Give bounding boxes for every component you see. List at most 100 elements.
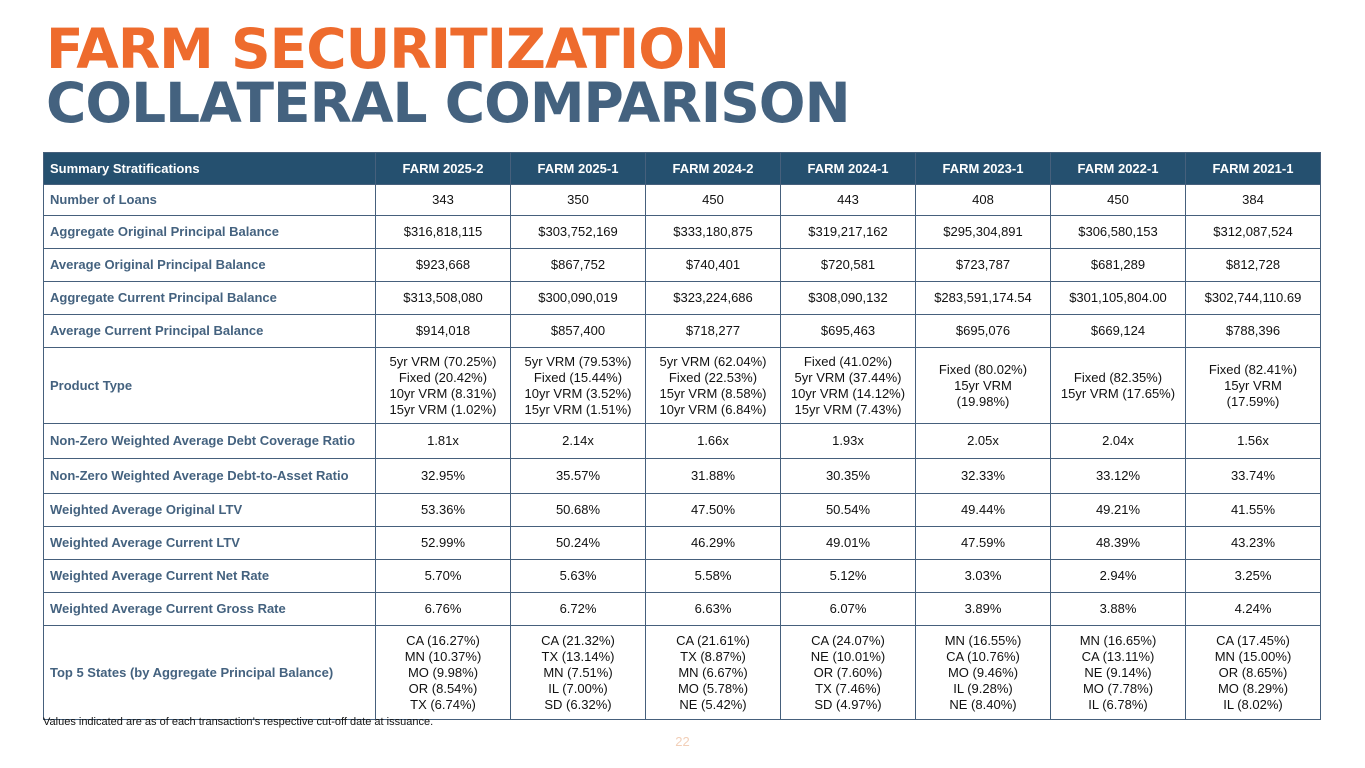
cell-line: MO (9.46%) — [947, 664, 1019, 680]
cell-line: IL (6.78%) — [1088, 696, 1148, 712]
cell-line: NE (9.14%) — [1084, 664, 1152, 680]
row-label: Number of Loans — [43, 184, 376, 216]
cell-line: NE (10.01%) — [810, 648, 886, 664]
table-row: Weighted Average Current Gross Rate 6.76%… — [43, 592, 1321, 626]
table-cell: $681,289 — [1050, 248, 1186, 282]
cell-line: Fixed (15.44%) — [533, 369, 623, 385]
table-cell: 450 — [1050, 184, 1186, 216]
header-cell: FARM 2024-2 — [645, 152, 781, 185]
row-label: Product Type — [43, 347, 376, 424]
table-cell: 1.66x — [645, 423, 781, 459]
cell-line: SD (6.32%) — [544, 696, 612, 712]
table-cell: 5.58% — [645, 559, 781, 593]
cell-line: CA (21.61%) — [676, 632, 750, 648]
row-label: Aggregate Original Principal Balance — [43, 215, 376, 249]
table-cell: 5.12% — [780, 559, 916, 593]
table-cell: 30.35% — [780, 458, 916, 494]
row-label: Weighted Average Current Net Rate — [43, 559, 376, 593]
table-cell: 4.24% — [1185, 592, 1321, 626]
cell-line: MO (5.78%) — [677, 680, 749, 696]
cell-line: MN (16.65%) — [1079, 632, 1157, 648]
cell-line: MN (15.00%) — [1214, 648, 1292, 664]
table-cell: 6.72% — [510, 592, 646, 626]
table-cell: 2.14x — [510, 423, 646, 459]
table-cell: 48.39% — [1050, 526, 1186, 560]
table-cell: 2.04x — [1050, 423, 1186, 459]
table-cell: 350 — [510, 184, 646, 216]
cell-line: CA (16.27%) — [406, 632, 480, 648]
table-cell: $323,224,686 — [645, 281, 781, 315]
cell-line: OR (7.60%) — [813, 664, 883, 680]
row-label: Non-Zero Weighted Average Debt-to-Asset … — [43, 458, 376, 494]
table-cell: Fixed (82.35%) 15yr VRM (17.65%) — [1050, 347, 1186, 424]
cell-line: 5yr VRM (62.04%) — [659, 353, 767, 369]
table-row: Weighted Average Current Net Rate 5.70% 5.… — [43, 559, 1321, 593]
table-cell: $720,581 — [780, 248, 916, 282]
cell-line: 15yr VRM (1.02%) — [389, 401, 497, 417]
table-cell: CA (24.07%) NE (10.01%) OR (7.60%) TX (7.46… — [780, 625, 916, 720]
table-cell: 6.07% — [780, 592, 916, 626]
table-cell: 49.21% — [1050, 493, 1186, 527]
table-cell: $923,668 — [375, 248, 511, 282]
table-row: Non-Zero Weighted Average Debt-to-Asset … — [43, 458, 1321, 494]
cell-line: Fixed (41.02%) — [803, 353, 893, 369]
cell-line: 10yr VRM (3.52%) — [524, 385, 632, 401]
cell-line: 15yr VRM — [954, 377, 1012, 393]
cell-line: 15yr VRM (8.58%) — [659, 385, 767, 401]
header-row: Summary Stratifications FARM 2025-2 FARM… — [43, 152, 1321, 185]
table-cell: $867,752 — [510, 248, 646, 282]
cell-line: Fixed (22.53%) — [668, 369, 758, 385]
table-cell: 5.70% — [375, 559, 511, 593]
table-cell: $316,818,115 — [375, 215, 511, 249]
table-cell: 41.55% — [1185, 493, 1321, 527]
table-row: Non-Zero Weighted Average Debt Coverage … — [43, 423, 1321, 459]
table-cell: 49.01% — [780, 526, 916, 560]
cell-line: 15yr VRM (17.65%) — [1060, 385, 1176, 401]
row-label: Top 5 States (by Aggregate Principal Bal… — [43, 625, 376, 720]
header-cell: Summary Stratifications — [43, 152, 376, 185]
cell-line: Fixed (80.02%) — [938, 361, 1028, 377]
header-cell: FARM 2022-1 — [1050, 152, 1186, 185]
table-cell: $308,090,132 — [780, 281, 916, 315]
table-row: Weighted Average Current LTV 52.99% 50.24%… — [43, 526, 1321, 560]
table-cell: Fixed (82.41%) 15yr VRM (17.59%) — [1185, 347, 1321, 424]
title-line-1: FARM SECURITIZATION — [46, 17, 730, 81]
cell-line: NE (8.40%) — [949, 696, 1017, 712]
row-label: Weighted Average Current LTV — [43, 526, 376, 560]
table-cell: 2.05x — [915, 423, 1051, 459]
table-cell: $295,304,891 — [915, 215, 1051, 249]
header-cell: FARM 2025-2 — [375, 152, 511, 185]
table-cell: 47.59% — [915, 526, 1051, 560]
comparison-table: Summary Stratifications FARM 2025-2 FARM… — [43, 152, 1321, 720]
cell-line: Fixed (82.41%) — [1208, 361, 1298, 377]
table-cell: 50.54% — [780, 493, 916, 527]
cell-line: 15yr VRM (7.43%) — [794, 401, 902, 417]
footnote: Values indicated are as of each transact… — [43, 716, 434, 728]
row-label: Weighted Average Original LTV — [43, 493, 376, 527]
table-cell: $303,752,169 — [510, 215, 646, 249]
row-label: Weighted Average Current Gross Rate — [43, 592, 376, 626]
cell-line: MO (8.29%) — [1217, 680, 1289, 696]
cell-line: OR (8.54%) — [408, 680, 478, 696]
cell-line: MN (6.67%) — [678, 664, 748, 680]
table-cell: 52.99% — [375, 526, 511, 560]
cell-line: CA (21.32%) — [541, 632, 615, 648]
table-cell: $669,124 — [1050, 314, 1186, 348]
cell-line: IL (7.00%) — [548, 680, 608, 696]
cell-line: CA (10.76%) — [946, 648, 1020, 664]
table-cell: $333,180,875 — [645, 215, 781, 249]
table-cell: 408 — [915, 184, 1051, 216]
cell-line: (19.98%) — [956, 393, 1010, 409]
cell-line: 10yr VRM (6.84%) — [659, 401, 767, 417]
cell-line: MO (9.98%) — [407, 664, 479, 680]
table-cell: $740,401 — [645, 248, 781, 282]
table-cell: Fixed (41.02%) 5yr VRM (37.44%) 10yr VRM (… — [780, 347, 916, 424]
cell-line: 5yr VRM (70.25%) — [389, 353, 497, 369]
cell-line: MO (7.78%) — [1082, 680, 1154, 696]
table-cell: MN (16.55%) CA (10.76%) MO (9.46%) IL (9.28… — [915, 625, 1051, 720]
table-cell: CA (16.27%) MN (10.37%) MO (9.98%) OR (8.54… — [375, 625, 511, 720]
cell-line: MN (10.37%) — [404, 648, 482, 664]
page-number: 22 — [675, 734, 690, 749]
table-cell: 47.50% — [645, 493, 781, 527]
row-label: Average Original Principal Balance — [43, 248, 376, 282]
